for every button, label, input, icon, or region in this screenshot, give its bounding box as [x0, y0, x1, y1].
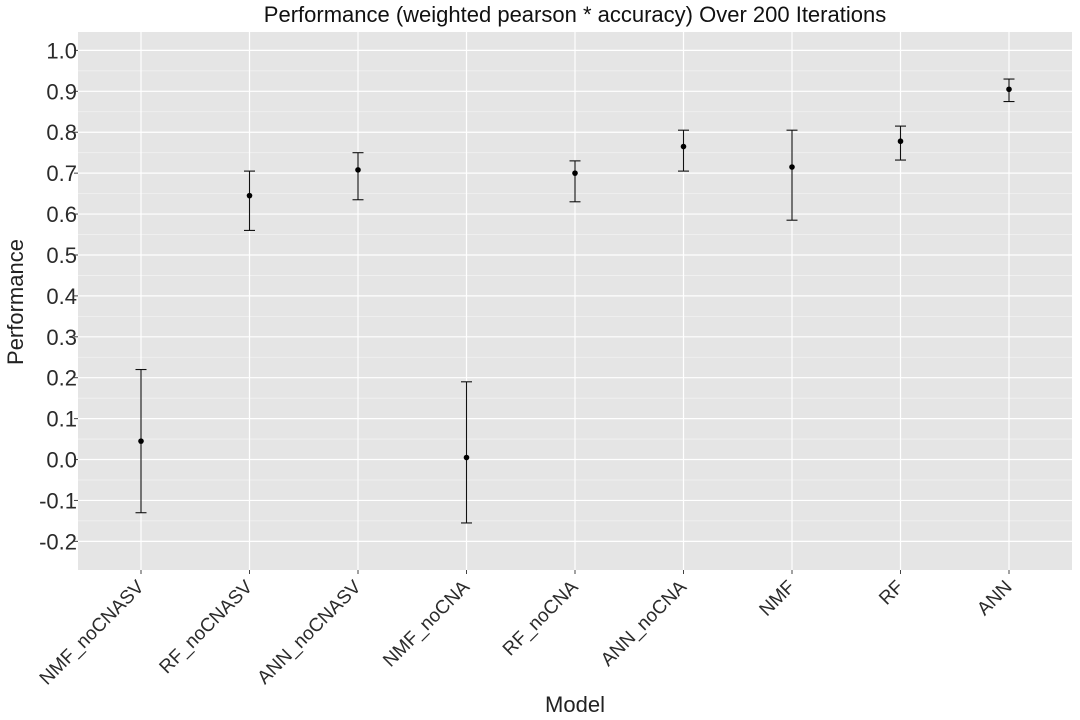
y-tick-label: 0.0 — [46, 448, 77, 473]
data-point — [680, 143, 687, 150]
y-tick-label: 0.9 — [46, 79, 77, 104]
chart-title: Performance (weighted pearson * accuracy… — [263, 2, 887, 27]
data-point — [897, 138, 904, 145]
data-point — [246, 192, 253, 199]
x-tick-label: RF — [875, 577, 908, 610]
data-point — [138, 438, 144, 444]
x-tick-label: ANN_noCNASV — [254, 576, 366, 688]
x-tick-label: RF_noCNA — [499, 576, 583, 660]
data-point — [355, 167, 361, 173]
data-point — [1006, 86, 1012, 93]
data-point — [572, 170, 578, 176]
y-tick-label: -0.2 — [39, 529, 77, 554]
y-tick-label: 0.6 — [46, 202, 77, 227]
x-tick-label: NMF_noCNASV — [36, 576, 149, 689]
y-tick-label: 1.0 — [46, 38, 77, 63]
data-point — [789, 164, 795, 170]
x-tick-label: NMF — [756, 577, 800, 621]
x-tick-label: NMF_noCNA — [379, 576, 474, 671]
x-tick-label: RF_noCNASV — [156, 576, 258, 678]
y-tick-label: 0.8 — [46, 120, 77, 145]
y-tick-label: 0.2 — [46, 366, 77, 391]
y-tick-label: 0.5 — [46, 243, 77, 268]
data-point — [463, 454, 470, 461]
y-tick-label: -0.1 — [39, 488, 77, 513]
x-tick-label: ANN — [973, 577, 1016, 620]
x-tick-label: ANN_noCNA — [597, 576, 691, 670]
x-axis-label: Model — [545, 692, 605, 717]
y-tick-label: 0.3 — [46, 325, 77, 350]
y-axis-ticks: 1.0 0.9 0.8 0.7 0.6 0.5 0.4 0.3 0.2 0.1 0.0 -0.1 -0.… — [39, 38, 78, 554]
y-tick-label: 0.4 — [46, 284, 77, 309]
y-tick-label: 0.7 — [46, 161, 77, 186]
points — [138, 86, 1012, 461]
y-tick-label: 0.1 — [46, 407, 77, 432]
